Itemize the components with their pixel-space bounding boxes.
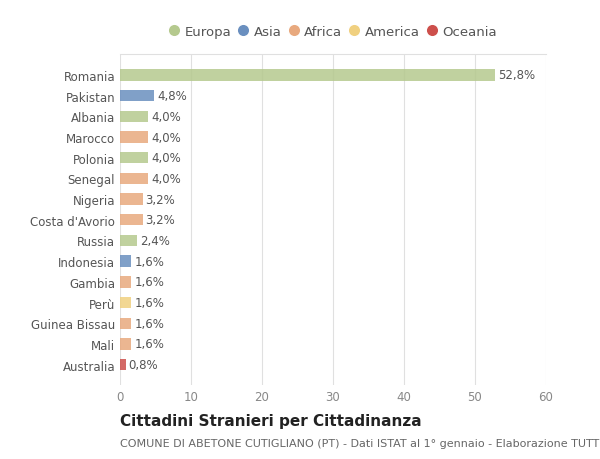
Bar — [120, 153, 148, 164]
Bar — [120, 91, 154, 102]
Bar — [120, 194, 143, 205]
Bar — [120, 174, 148, 185]
Bar — [120, 318, 131, 329]
Text: 1,6%: 1,6% — [134, 297, 164, 309]
Text: Cittadini Stranieri per Cittadinanza: Cittadini Stranieri per Cittadinanza — [120, 413, 422, 428]
Legend: Europa, Asia, Africa, America, Oceania: Europa, Asia, Africa, America, Oceania — [165, 22, 501, 43]
Bar — [120, 256, 131, 267]
Bar — [120, 215, 143, 226]
Text: 4,8%: 4,8% — [157, 90, 187, 103]
Text: 52,8%: 52,8% — [498, 69, 535, 82]
Text: 1,6%: 1,6% — [134, 276, 164, 289]
Bar — [120, 112, 148, 123]
Bar — [120, 70, 495, 81]
Bar — [120, 277, 131, 288]
Text: 3,2%: 3,2% — [146, 193, 175, 206]
Text: 3,2%: 3,2% — [146, 214, 175, 227]
Text: 1,6%: 1,6% — [134, 338, 164, 351]
Text: 4,0%: 4,0% — [151, 111, 181, 123]
Bar — [120, 297, 131, 308]
Text: 4,0%: 4,0% — [151, 152, 181, 165]
Text: 1,6%: 1,6% — [134, 255, 164, 268]
Bar — [120, 339, 131, 350]
Bar — [120, 132, 148, 143]
Text: 2,4%: 2,4% — [140, 235, 170, 247]
Text: 4,0%: 4,0% — [151, 131, 181, 144]
Text: 0,8%: 0,8% — [128, 358, 158, 371]
Text: 4,0%: 4,0% — [151, 173, 181, 185]
Bar — [120, 235, 137, 246]
Text: 1,6%: 1,6% — [134, 317, 164, 330]
Bar — [120, 359, 125, 370]
Text: COMUNE DI ABETONE CUTIGLIANO (PT) - Dati ISTAT al 1° gennaio - Elaborazione TUTT: COMUNE DI ABETONE CUTIGLIANO (PT) - Dati… — [120, 438, 600, 448]
